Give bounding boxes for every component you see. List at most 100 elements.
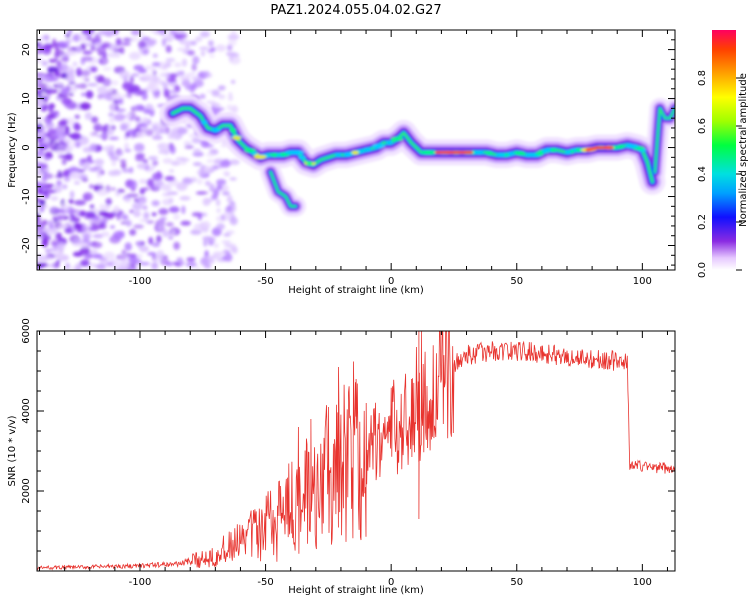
noise-speck: [106, 261, 114, 266]
noise-speck: [159, 257, 169, 266]
noise-speck: [44, 73, 56, 77]
noise-speck: [135, 104, 145, 112]
noise-speck: [79, 259, 90, 267]
noise-speck: [37, 170, 44, 177]
noise-speck: [149, 64, 156, 72]
ridge-layer: [269, 171, 297, 208]
noise-speck: [129, 229, 137, 236]
snr-xtick-label: -100: [129, 577, 152, 588]
noise-speck: [61, 154, 72, 160]
noise-speck: [165, 45, 172, 53]
noise-speck: [130, 36, 139, 42]
noise-speck: [154, 180, 164, 186]
noise-speck: [148, 156, 158, 161]
noise-speck: [146, 178, 155, 187]
noise-speck: [41, 238, 49, 248]
noise-speck: [37, 115, 44, 124]
noise-speck: [159, 31, 166, 36]
noise-speck: [59, 63, 69, 72]
noise-speck: [65, 50, 77, 56]
noise-speck: [37, 187, 44, 195]
noise-speck: [68, 145, 74, 151]
noise-speck: [185, 262, 198, 267]
noise-speck: [94, 158, 105, 166]
spectrogram-xtick-label: -50: [257, 276, 273, 287]
noise-speck: [179, 161, 187, 165]
noise-speck: [191, 63, 197, 72]
noise-speck: [191, 212, 203, 217]
noise-speck: [79, 210, 86, 217]
noise-speck: [163, 187, 173, 192]
noise-speck: [86, 36, 93, 41]
noise-speck: [125, 219, 132, 227]
noise-speck: [41, 175, 48, 183]
noise-speck: [215, 199, 221, 207]
noise-speck: [37, 205, 41, 213]
noise-speck: [146, 220, 155, 224]
noise-speck: [117, 99, 123, 104]
noise-speck: [88, 227, 99, 232]
noise-speck: [133, 210, 141, 218]
noise-speck: [227, 38, 237, 47]
noise-speck: [65, 47, 72, 52]
noise-speck: [46, 113, 57, 120]
ridge-blob: [564, 150, 572, 155]
noise-speck: [82, 50, 93, 55]
noise-speck: [216, 258, 225, 262]
noise-speck: [223, 233, 231, 237]
noise-speck: [127, 129, 136, 136]
noise-speck: [132, 202, 143, 211]
noise-speck: [135, 131, 146, 138]
noise-speck: [209, 183, 215, 190]
snr-xtick-label: -50: [257, 577, 273, 588]
noise-speck: [48, 59, 57, 63]
noise-speck: [95, 263, 107, 270]
noise-speck: [61, 87, 70, 96]
noise-speck: [144, 128, 154, 137]
noise-speck: [61, 73, 68, 79]
noise-speck: [145, 38, 157, 46]
noise-speck: [224, 253, 233, 262]
noise-speck: [218, 94, 226, 100]
noise-speck: [72, 252, 83, 256]
noise-speck: [37, 233, 44, 240]
noise-speck: [56, 81, 64, 86]
noise-speck: [115, 266, 127, 270]
noise-speck: [181, 79, 191, 87]
noise-speck: [37, 37, 47, 42]
noise-speck: [230, 30, 237, 36]
snr-ytick-label: 2000: [21, 478, 32, 503]
noise-speck: [151, 261, 159, 270]
noise-speck: [55, 46, 60, 52]
noise-speck: [69, 190, 75, 199]
noise-speck: [73, 123, 82, 131]
noise-speck: [207, 236, 216, 243]
noise-speck: [72, 34, 82, 42]
noise-speck: [217, 85, 226, 91]
noise-speck: [68, 198, 74, 204]
noise-speck: [179, 76, 186, 81]
noise-speck: [53, 249, 64, 259]
noise-speck: [184, 145, 194, 149]
noise-speck: [199, 31, 211, 38]
noise-speck: [101, 125, 108, 133]
noise-speck: [87, 82, 99, 87]
noise-speck: [69, 218, 81, 222]
noise-speck: [191, 137, 202, 144]
noise-speck: [169, 145, 176, 155]
noise-speck: [89, 132, 96, 138]
noise-speck: [95, 182, 104, 186]
noise-speck: [118, 151, 124, 156]
colorbar-gradient: [712, 30, 736, 270]
noise-speck: [76, 229, 84, 233]
noise-speck: [65, 125, 70, 134]
noise-speck: [37, 72, 46, 77]
noise-speck: [143, 108, 152, 115]
noise-speck: [110, 225, 115, 229]
noise-speck: [165, 33, 177, 40]
noise-speck: [124, 142, 129, 151]
noise-speck: [126, 90, 133, 99]
noise-speck: [216, 208, 221, 213]
ridge-blob: [232, 135, 242, 140]
